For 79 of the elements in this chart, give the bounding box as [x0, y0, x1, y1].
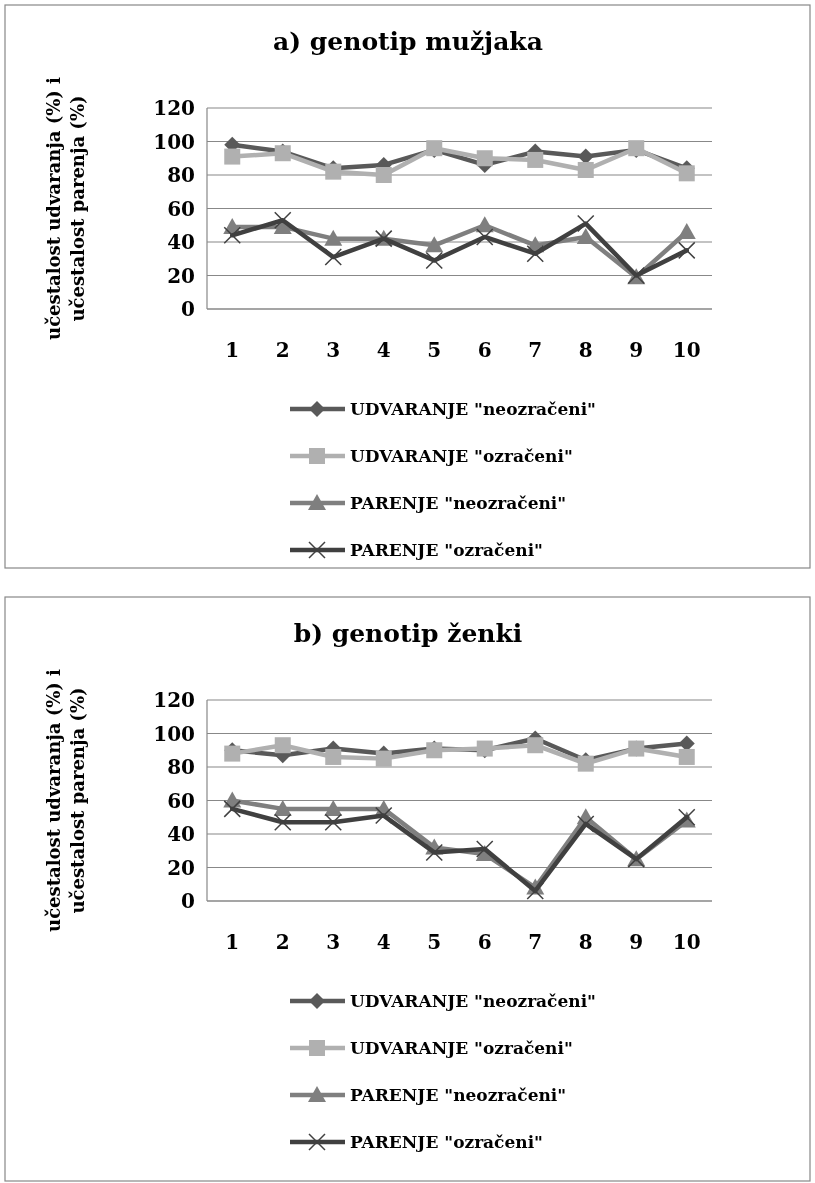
y-tick-label: 120 [153, 688, 195, 712]
point [577, 815, 595, 833]
point [576, 227, 595, 244]
point [274, 211, 292, 229]
point [425, 843, 443, 862]
x-tick-label: 7 [528, 930, 543, 954]
legend-label: UDVARANJE "ozračeni" [350, 445, 573, 466]
point [223, 800, 241, 818]
x-tick-label: 6 [477, 338, 492, 362]
legend-label: PARENJE "neozračeni" [350, 1084, 567, 1105]
point [324, 229, 343, 246]
point [476, 840, 494, 858]
y-tick-label: 40 [167, 230, 195, 254]
y-tick-label: 80 [167, 755, 195, 779]
point [324, 248, 342, 266]
point [273, 799, 292, 816]
x-tick-label: 1 [225, 930, 240, 954]
x-tick-label: 9 [629, 930, 644, 954]
point [425, 251, 443, 270]
legend-label: UDVARANJE "ozračeni" [350, 1037, 573, 1058]
point [476, 228, 494, 246]
y-axis-title: učestalost udvaranja (%) i učestalost parenja (%) [43, 668, 88, 932]
x-tick-label: 3 [326, 930, 341, 954]
point [324, 813, 342, 832]
y-tick-label: 80 [167, 163, 195, 187]
chart-title: a) genotip mužjaka [273, 27, 543, 56]
y-tick-label: 60 [167, 788, 195, 813]
legend-label: UDVARANJE "neozračeni" [350, 398, 596, 419]
x-tick-label: 2 [275, 930, 290, 954]
point [425, 236, 444, 253]
y-tick-label: 120 [153, 96, 195, 120]
point [678, 241, 696, 260]
y-tick-label: 100 [153, 721, 195, 746]
point [375, 806, 393, 825]
point [527, 737, 544, 754]
legend-label: PARENJE "ozračeni" [350, 1131, 543, 1152]
x-tick-label: 5 [427, 338, 442, 362]
point [223, 226, 241, 245]
point [274, 813, 292, 832]
x-tick-label: 2 [275, 338, 290, 362]
y-tick-label: 0 [181, 297, 195, 321]
x-tick-label: 10 [672, 930, 701, 954]
point [476, 150, 493, 167]
chart-title: b) genotip ženki [293, 619, 523, 648]
point [324, 799, 343, 816]
x-tick-label: 8 [578, 930, 593, 954]
legend-label: UDVARANJE "neozračeni" [350, 990, 596, 1011]
point [274, 737, 291, 754]
x-tick-label: 4 [376, 338, 391, 362]
point [678, 165, 695, 182]
legend-label: PARENJE "ozračeni" [350, 539, 543, 560]
y-tick-label: 20 [167, 263, 195, 288]
x-tick-label: 8 [578, 338, 593, 362]
legend-label: PARENJE "neozračeni" [350, 492, 567, 513]
point [678, 748, 695, 765]
x-tick-label: 9 [629, 338, 644, 362]
x-tick-label: 7 [528, 338, 543, 362]
point [224, 148, 241, 165]
y-tick-label: 40 [167, 822, 195, 846]
point [475, 216, 494, 233]
point [577, 161, 594, 178]
point [677, 222, 696, 239]
point [577, 214, 595, 233]
x-tick-label: 4 [376, 930, 391, 954]
x-tick-label: 1 [225, 338, 240, 362]
x-tick-label: 6 [477, 930, 492, 954]
point [325, 748, 342, 765]
y-tick-label: 100 [153, 129, 195, 154]
x-tick-label: 10 [672, 338, 701, 362]
x-tick-label: 3 [326, 338, 341, 362]
point [527, 151, 544, 168]
x-tick-label: 5 [427, 930, 442, 954]
point [375, 167, 392, 183]
point [375, 750, 392, 767]
y-tick-label: 60 [167, 196, 195, 221]
y-tick-label: 20 [167, 855, 195, 880]
y-axis-title: učestalost udvaranja (%) i učestalost parenja (%) [43, 76, 88, 340]
y-tick-label: 0 [181, 889, 195, 913]
point [526, 244, 544, 263]
